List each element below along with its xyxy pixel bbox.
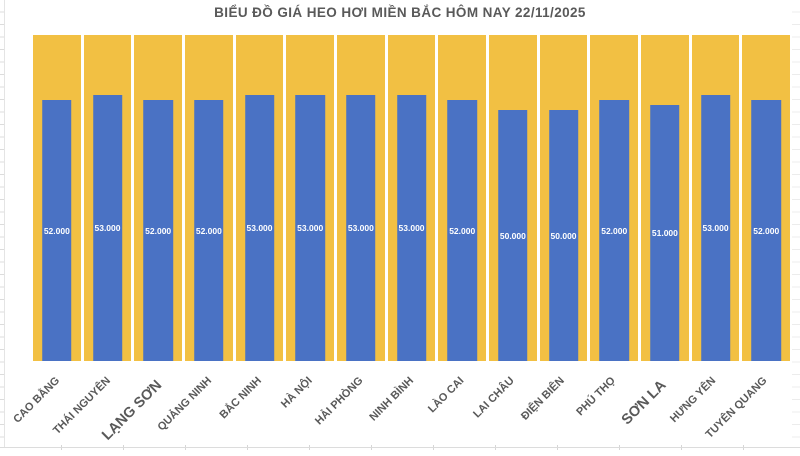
price-bar: 52.000 <box>143 100 173 361</box>
bar-value-label: 52.000 <box>753 225 780 236</box>
price-bar: 50.000 <box>498 110 528 361</box>
bar-value-label: 52.000 <box>195 225 222 236</box>
x-axis-label: QUẢNG NINH <box>155 374 214 434</box>
bar-group: 52.000 <box>134 35 183 361</box>
x-axis-label: BẮC NINH <box>217 374 265 422</box>
bar-value-label: 52.000 <box>601 225 628 236</box>
bar-value-label: 52.000 <box>43 225 70 236</box>
x-axis-labels: CAO BẰNG THÁI NGUYÊN LẠNG SƠN QUẢNG NINH BẮC… <box>12 361 790 451</box>
bar-group: 52.000 <box>590 35 639 361</box>
price-bar: 53.000 <box>346 95 376 361</box>
bar-group: 52.000 <box>33 35 81 361</box>
bar-group: 52.000 <box>438 35 487 361</box>
sheet-row-border-bottom <box>0 447 800 448</box>
x-axis-label: NINH BÌNH <box>367 374 416 424</box>
bar-group: 51.000 <box>641 35 689 361</box>
bar-group: 53.000 <box>235 35 284 361</box>
bar-group: 53.000 <box>387 35 436 361</box>
bar-group: 53.000 <box>691 35 740 361</box>
price-bar: 53.000 <box>244 95 275 361</box>
price-bar: 53.000 <box>700 95 731 361</box>
bar-value-label: 52.000 <box>449 225 476 236</box>
bar-value-label: 50.000 <box>499 230 526 241</box>
bar-value-label: 51.000 <box>651 228 678 239</box>
price-bar: 51.000 <box>650 105 680 361</box>
price-bar: 53.000 <box>396 95 427 361</box>
x-axis-label: SƠN LA <box>618 377 670 429</box>
bar-group: 52.000 <box>742 35 791 361</box>
chart-title: BIỂU ĐỒ GIÁ HEO HƠI MIỀN BẮC HÔM NAY 22/… <box>214 5 586 20</box>
x-axis-label: HÀ NỘI <box>279 374 315 411</box>
price-bar: 53.000 <box>92 95 123 361</box>
bar-group: 50.000 <box>489 35 537 361</box>
bar-group: 50.000 <box>539 35 588 361</box>
bar-value-label: 53.000 <box>94 223 121 234</box>
x-axis-label: ĐIỆN BIÊN <box>519 374 568 423</box>
x-axis-label: PHÚ THỌ <box>574 374 618 419</box>
bar-group: 53.000 <box>337 35 385 361</box>
x-axis-label: CAO BẰNG <box>11 374 63 426</box>
x-axis-label: HƯNG YÊN <box>668 374 719 425</box>
bar-group: 53.000 <box>83 35 132 361</box>
bar-group: 53.000 <box>286 35 335 361</box>
plot-area: 52.000 53.000 52.000 52.000 53.000 53.000 53.0… <box>33 35 791 361</box>
price-bar: 52.000 <box>447 100 477 361</box>
price-bar: 52.000 <box>751 100 782 361</box>
bar-value-label: 53.000 <box>297 223 324 234</box>
sheet-row-gridlines-right <box>792 0 800 447</box>
bar-value-label: 52.000 <box>145 225 172 236</box>
bar-value-label: 50.000 <box>550 230 577 241</box>
sheet-column-border-left <box>4 0 5 447</box>
bar-group: 52.000 <box>185 35 233 361</box>
price-bar: 52.000 <box>194 100 224 361</box>
price-bar: 53.000 <box>295 95 325 361</box>
price-bar: 52.000 <box>42 100 72 361</box>
x-axis-label: LAI CHÂU <box>471 374 517 421</box>
x-axis-label: HẢI PHÒNG <box>312 374 366 428</box>
bar-value-label: 53.000 <box>398 223 425 234</box>
bar-value-label: 53.000 <box>246 223 273 234</box>
x-axis-label: LÀO CAI <box>425 374 467 416</box>
bar-value-label: 53.000 <box>347 223 374 234</box>
price-bar: 50.000 <box>548 110 579 361</box>
bar-value-label: 53.000 <box>702 223 729 234</box>
price-bar: 52.000 <box>599 100 629 361</box>
